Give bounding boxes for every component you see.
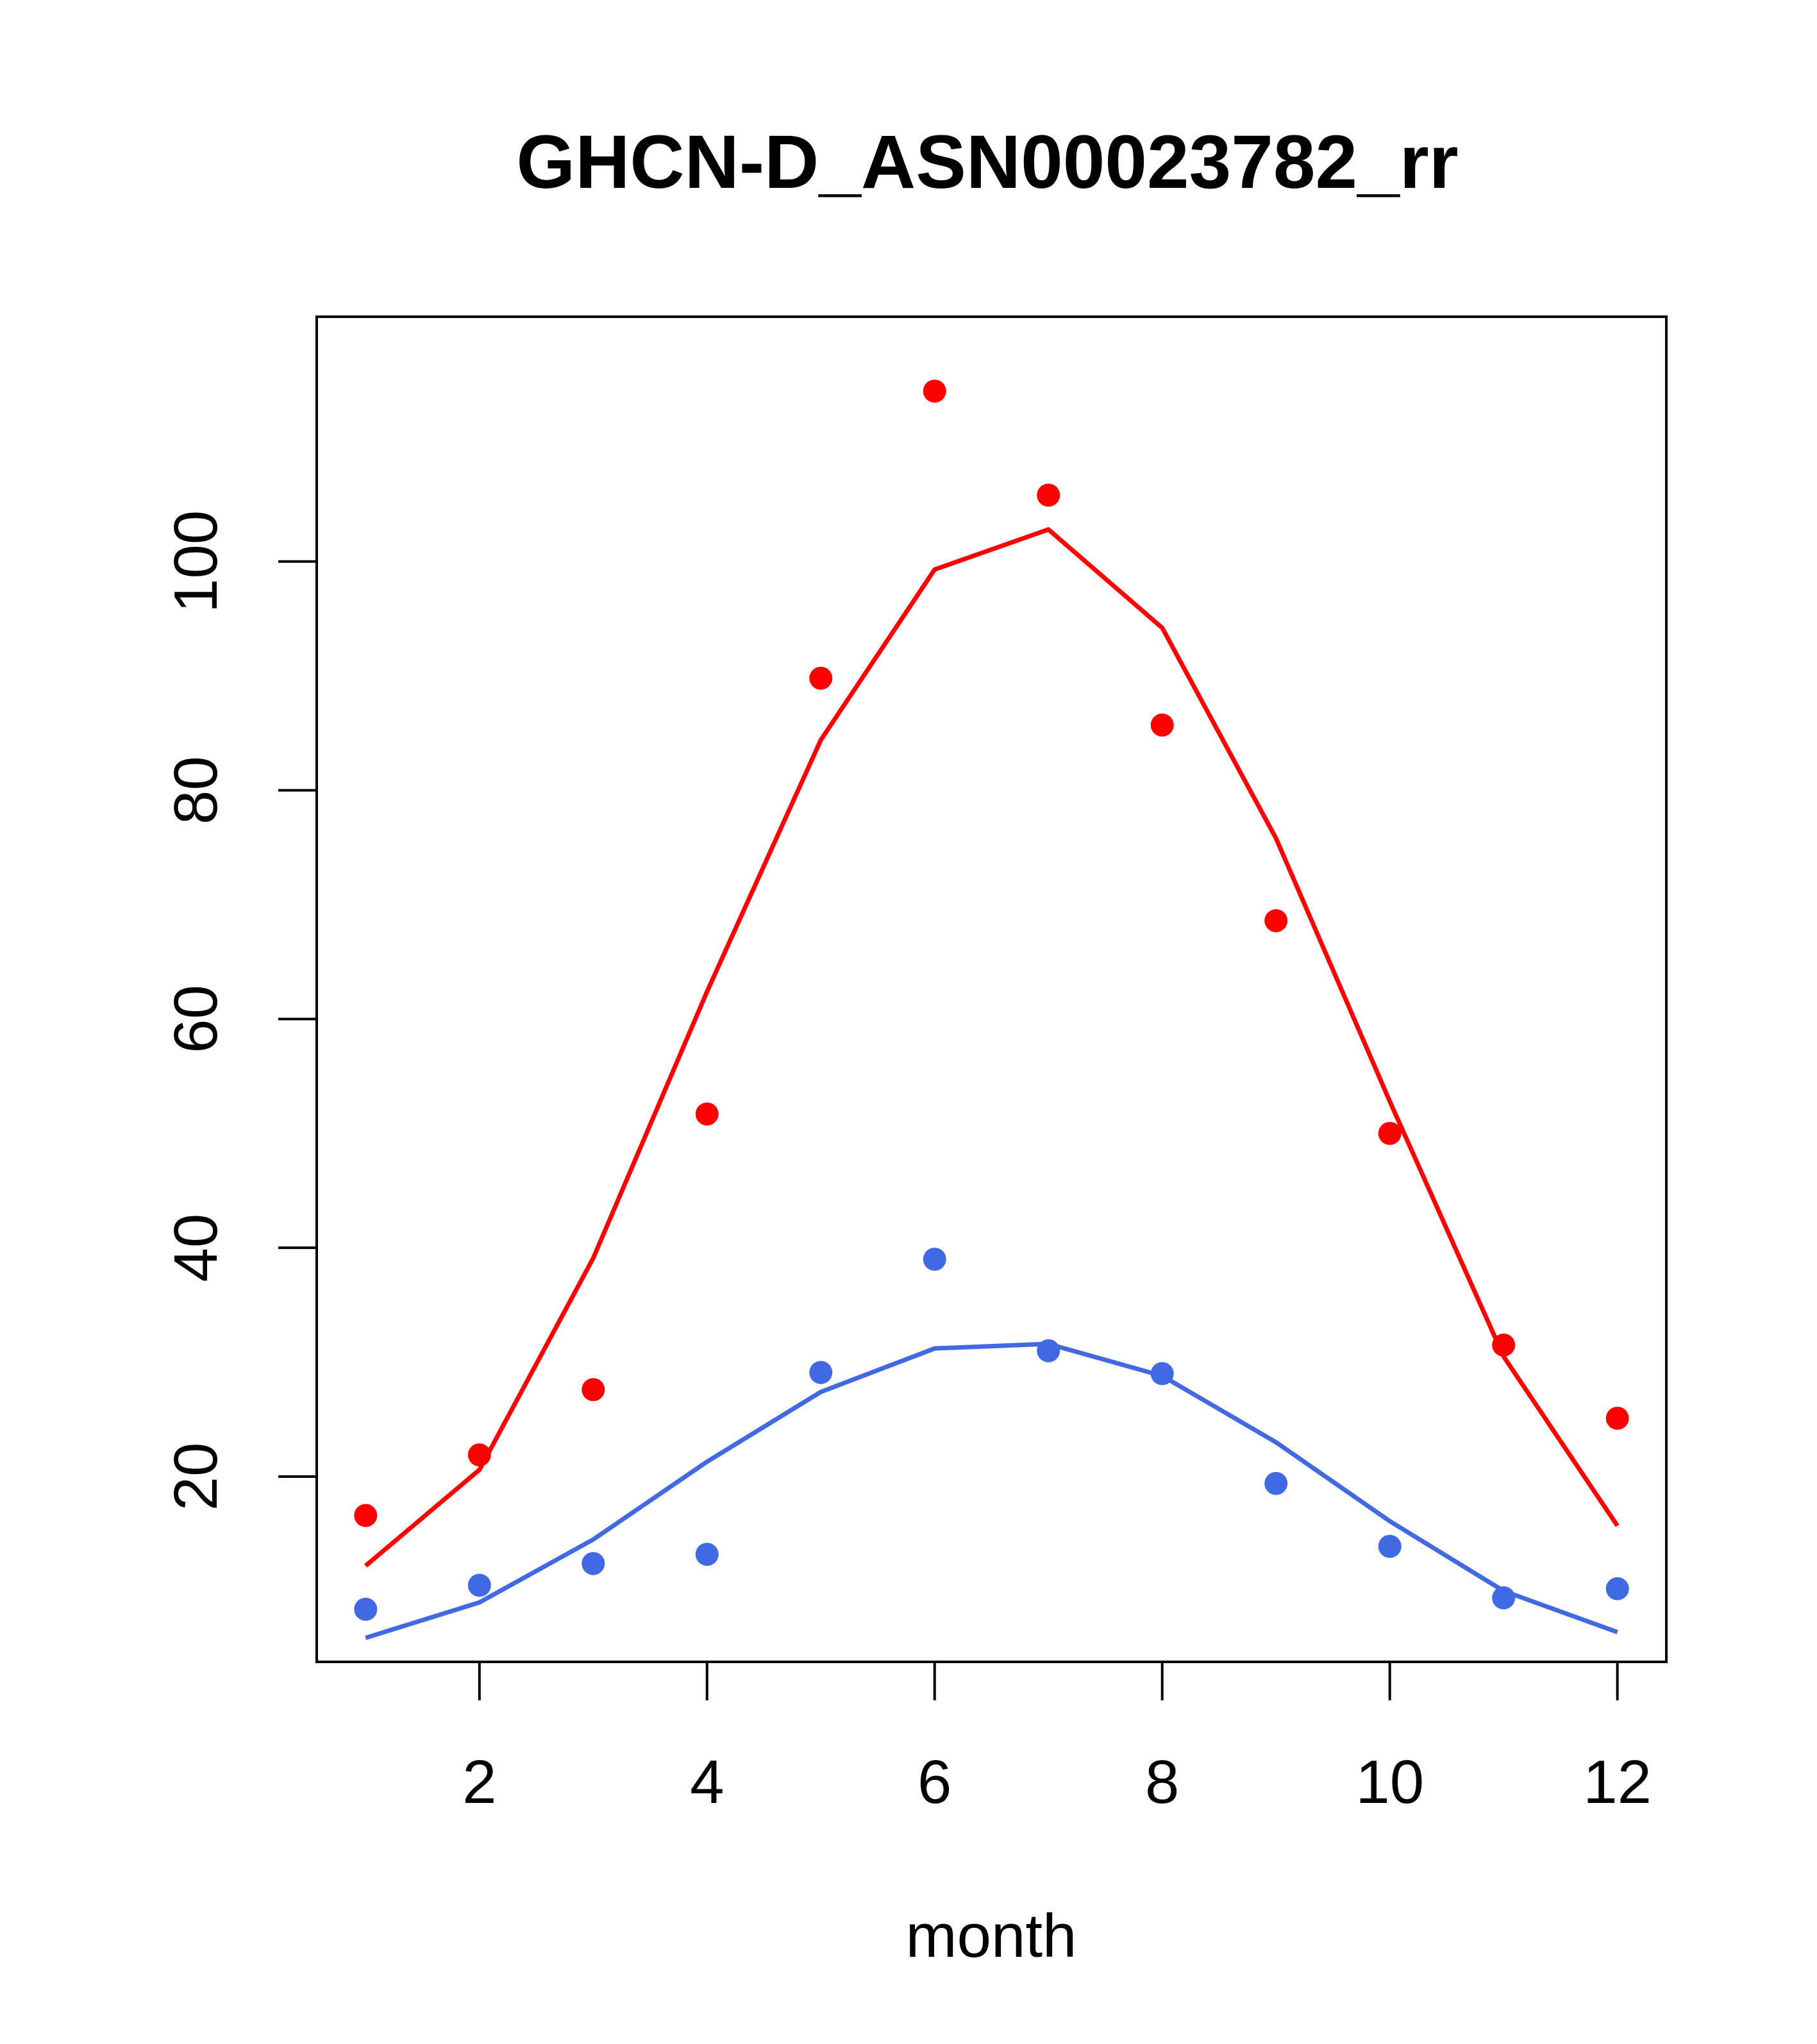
x-tick-label: 10 [1355, 1748, 1424, 1816]
x-tick-label: 12 [1583, 1748, 1652, 1816]
series-2-point [923, 1248, 946, 1271]
x-tick-label: 2 [462, 1748, 496, 1816]
series-2-point [582, 1552, 605, 1575]
series-1-point [1264, 909, 1288, 932]
series-layer [354, 379, 1629, 1640]
series-1-point [354, 1504, 378, 1527]
series-2-point [1264, 1471, 1288, 1495]
y-tick-label: 40 [162, 1214, 230, 1282]
x-tick-label: 6 [917, 1748, 951, 1816]
series-1-point [1150, 713, 1174, 737]
series-2-point [1492, 1586, 1516, 1610]
series-1-point [582, 1378, 605, 1402]
y-tick-label: 100 [162, 510, 230, 613]
x-tick-label: 8 [1145, 1748, 1179, 1816]
y-tick-label: 80 [162, 756, 230, 825]
series-2-point [1378, 1534, 1402, 1558]
series-2-point [1605, 1577, 1629, 1600]
y-tick-label: 20 [162, 1443, 230, 1511]
series-1-point [923, 379, 946, 403]
x-axis-label: month [906, 1902, 1077, 1970]
series-2-point [467, 1573, 491, 1597]
series-1-point [695, 1102, 719, 1126]
series-1-line [364, 527, 1620, 1568]
series-1-point [1605, 1407, 1629, 1430]
series-2-point [695, 1543, 719, 1566]
series-2-point [809, 1361, 833, 1384]
series-1-point [1037, 483, 1060, 507]
x-axis: 2 4 6 8 10 12 [462, 1662, 1652, 1816]
series-2-point [1037, 1339, 1060, 1362]
chart-title: GHCN-D_ASN00023782_rr [516, 120, 1458, 205]
y-tick-label: 60 [162, 985, 230, 1053]
x-tick-label: 4 [690, 1748, 724, 1816]
series-2-line [365, 1341, 1618, 1640]
series-1-point [1378, 1121, 1402, 1145]
plot-frame [315, 315, 1668, 1663]
y-axis: 20 40 60 80 100 [162, 510, 317, 1511]
series-2-point [1150, 1362, 1174, 1386]
series-1-point [1492, 1333, 1516, 1357]
series-1-point [467, 1443, 491, 1467]
series-2-point [354, 1597, 378, 1621]
series-1-point [809, 666, 833, 690]
